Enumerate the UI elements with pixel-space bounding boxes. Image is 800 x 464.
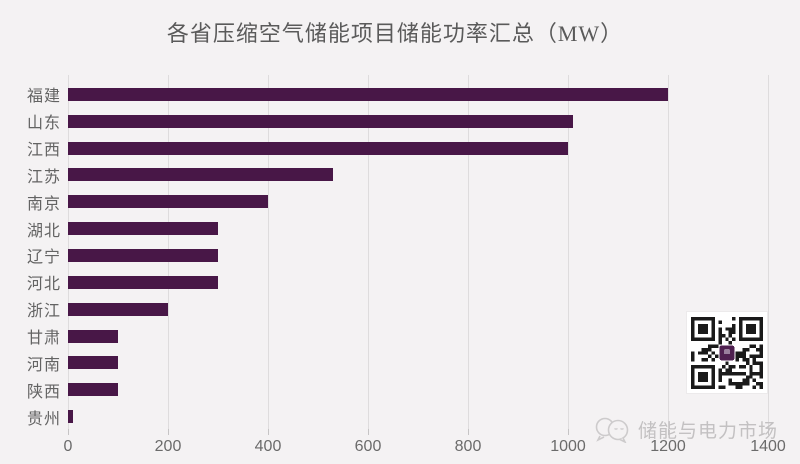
category-label: 福建 bbox=[26, 88, 61, 106]
bar-row bbox=[68, 376, 768, 403]
axis-tick bbox=[668, 429, 669, 435]
category-label: 山东 bbox=[26, 115, 61, 133]
gridline bbox=[768, 75, 769, 429]
y-axis-labels: 福建山东江西江苏南京湖北辽宁河北浙江甘肃河南陕西贵州 bbox=[0, 81, 61, 430]
bar bbox=[68, 302, 168, 316]
qr-code-image bbox=[691, 316, 763, 389]
category-label: 贵州 bbox=[26, 410, 61, 428]
bar-row bbox=[68, 296, 768, 323]
bar bbox=[68, 114, 573, 128]
category-label: 浙江 bbox=[26, 303, 61, 321]
category-label: 甘肃 bbox=[26, 330, 61, 348]
bar bbox=[68, 356, 118, 370]
axis-tick bbox=[368, 429, 369, 435]
bar bbox=[68, 87, 668, 101]
gridline bbox=[368, 75, 369, 429]
x-tick-label: 1200 bbox=[650, 438, 686, 455]
bar-row bbox=[68, 403, 768, 430]
axis-tick bbox=[568, 429, 569, 435]
axis-tick bbox=[268, 429, 269, 435]
bar-row bbox=[68, 349, 768, 376]
x-tick-label: 600 bbox=[354, 438, 382, 455]
bar bbox=[68, 141, 568, 155]
bar-row bbox=[68, 215, 768, 242]
axis-tick bbox=[768, 429, 769, 435]
bar bbox=[68, 222, 218, 236]
qr-code bbox=[687, 312, 767, 393]
category-label: 河北 bbox=[26, 276, 61, 294]
axis-tick bbox=[68, 429, 69, 435]
bar bbox=[68, 248, 218, 262]
bar bbox=[68, 329, 118, 343]
bar bbox=[68, 410, 73, 424]
bar bbox=[68, 168, 333, 182]
axis-tick bbox=[468, 429, 469, 435]
category-label: 河南 bbox=[26, 356, 61, 374]
category-label: 江西 bbox=[26, 142, 61, 160]
axis-tick bbox=[168, 429, 169, 435]
x-axis: 0 200 400 600 800 1000 1200 1400 bbox=[0, 438, 800, 460]
bar bbox=[68, 195, 268, 209]
bar-row bbox=[68, 323, 768, 350]
gridline bbox=[468, 75, 469, 429]
x-tick-label: 800 bbox=[454, 438, 482, 455]
x-tick-label: 0 bbox=[63, 438, 73, 455]
bar-row bbox=[68, 108, 768, 135]
bar-row bbox=[68, 188, 768, 215]
x-tick-label: 400 bbox=[254, 438, 282, 455]
bar-row bbox=[68, 162, 768, 189]
category-label: 辽宁 bbox=[26, 249, 61, 267]
x-tick-label: 1000 bbox=[550, 438, 586, 455]
x-tick-label: 200 bbox=[154, 438, 182, 455]
bar-row bbox=[68, 81, 768, 108]
bar-row bbox=[68, 242, 768, 269]
gridline bbox=[568, 75, 569, 429]
chart-title: 各省压缩空气储能项目储能功率汇总（MW） bbox=[166, 21, 624, 46]
bar-row bbox=[68, 135, 768, 162]
chat-bubbles-icon bbox=[595, 417, 629, 443]
gridline bbox=[268, 75, 269, 429]
category-label: 江苏 bbox=[26, 168, 61, 186]
watermark: 储能与电力市场 bbox=[594, 415, 778, 443]
bar bbox=[68, 275, 218, 289]
category-label: 湖北 bbox=[26, 222, 61, 240]
x-tick-label: 1400 bbox=[750, 438, 786, 455]
category-label: 陕西 bbox=[26, 383, 61, 401]
bar bbox=[68, 383, 118, 397]
gridline bbox=[668, 75, 669, 429]
category-label: 南京 bbox=[26, 195, 61, 213]
bars-container bbox=[68, 81, 768, 430]
bar-row bbox=[68, 269, 768, 296]
watermark-text: 储能与电力市场 bbox=[638, 420, 779, 442]
